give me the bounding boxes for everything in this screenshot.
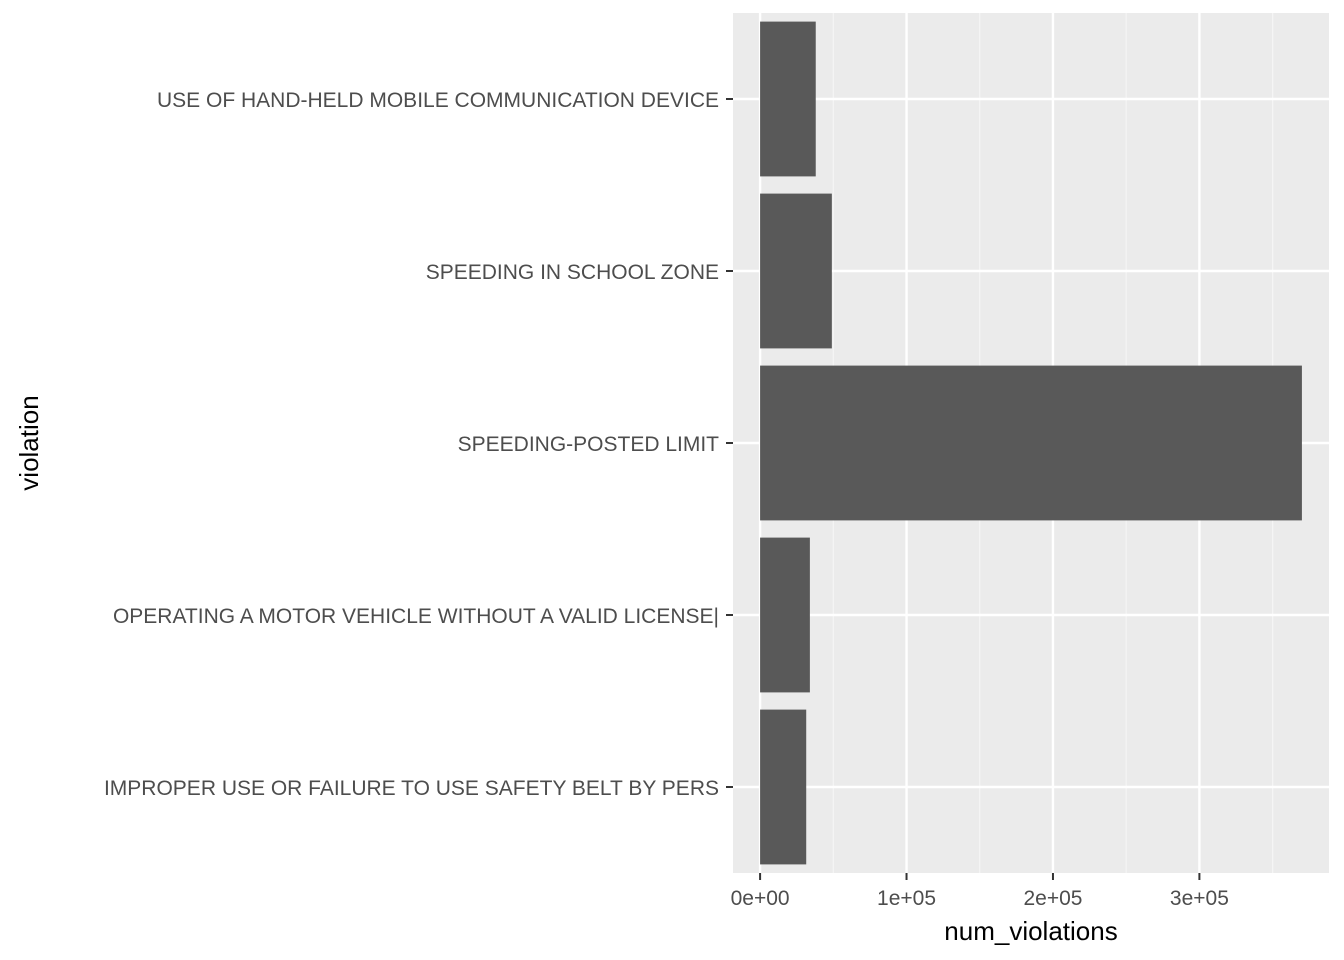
axes: USE OF HAND-HELD MOBILE COMMUNICATION DE… — [104, 89, 1229, 910]
x-axis-title: num_violations — [944, 916, 1117, 946]
bar — [760, 709, 807, 865]
bar — [760, 21, 816, 177]
y-tick-label: SPEEDING-POSTED LIMIT — [458, 433, 720, 456]
bar — [760, 365, 1302, 521]
bar — [760, 193, 832, 349]
bar — [760, 537, 810, 693]
y-tick-label: OPERATING A MOTOR VEHICLE WITHOUT A VALI… — [113, 605, 719, 628]
bars — [760, 21, 1302, 865]
x-tick-label: 1e+05 — [877, 887, 936, 910]
x-tick-label: 2e+05 — [1023, 887, 1082, 910]
x-tick-label: 3e+05 — [1170, 887, 1229, 910]
y-tick-label: IMPROPER USE OR FAILURE TO USE SAFETY BE… — [104, 777, 719, 800]
x-tick-label: 0e+00 — [731, 887, 790, 910]
y-tick-label: USE OF HAND-HELD MOBILE COMMUNICATION DE… — [157, 89, 719, 112]
y-axis-title: violation — [14, 395, 44, 490]
y-tick-label: SPEEDING IN SCHOOL ZONE — [426, 261, 719, 284]
